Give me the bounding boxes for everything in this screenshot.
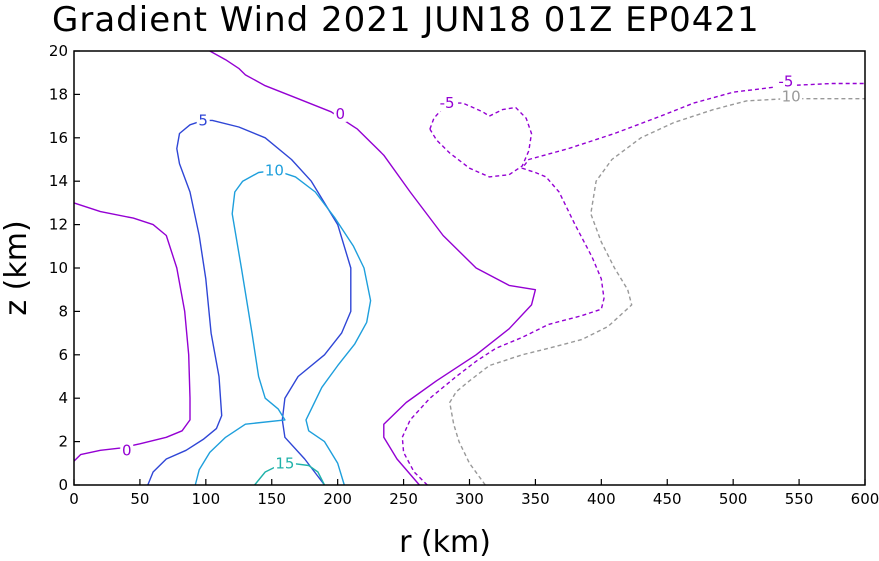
x-tick-label: 450 xyxy=(653,490,682,508)
y-tick-label: 2 xyxy=(58,433,68,451)
x-tick-label: 150 xyxy=(257,490,286,508)
contour-label-neg10: 10 xyxy=(782,88,801,106)
x-tick-label: 550 xyxy=(785,490,814,508)
y-tick-label: 10 xyxy=(49,259,68,277)
y-tick-label: 6 xyxy=(58,346,68,364)
x-tick-label: 100 xyxy=(192,490,221,508)
x-tick-label: 0 xyxy=(69,490,79,508)
x-tick-label: 300 xyxy=(455,490,484,508)
contour-label-15: 15 xyxy=(275,454,294,472)
contour-label-bg xyxy=(196,112,210,129)
x-tick-label: 500 xyxy=(719,490,748,508)
x-tick-label: 200 xyxy=(323,490,352,508)
plot-frame xyxy=(73,50,866,486)
y-tick-label: 18 xyxy=(49,85,68,103)
y-axis-label: z (km) xyxy=(0,220,34,315)
contour-label-10: 10 xyxy=(265,161,284,179)
contour-line-10 xyxy=(194,169,372,486)
x-tick-label: 250 xyxy=(389,490,418,508)
contour-line-5 xyxy=(147,119,352,486)
y-tick-label: 20 xyxy=(49,42,68,60)
contour-label-bg xyxy=(774,73,797,90)
y-tick-label: 16 xyxy=(49,129,68,147)
contour-label-5: 5 xyxy=(198,111,208,129)
x-axis: 0 50 100 150 200 250 300 350 400 450 500 550 600 xyxy=(69,479,879,508)
contour-label-0: 0 xyxy=(336,105,346,123)
x-tick-label: 50 xyxy=(130,490,149,508)
x-axis-label: r (km) xyxy=(399,525,491,560)
contour-label-bg xyxy=(436,95,459,112)
y-axis: 0 2 4 6 8 10 12 14 16 18 20 xyxy=(49,42,80,494)
y-tick-label: 0 xyxy=(58,476,68,494)
chart-title: Gradient Wind 2021 JUN18 01Z EP0421 xyxy=(52,0,760,40)
contour-label-bg xyxy=(120,442,134,459)
contour-label-bg xyxy=(333,105,347,122)
contour-label-bg xyxy=(273,455,296,472)
contour-line-0 xyxy=(209,50,537,486)
contour-label-neg5: -5 xyxy=(440,94,455,112)
contour-label-bg xyxy=(263,162,286,179)
x-tick-label: 350 xyxy=(521,490,550,508)
contour-line-neg5 xyxy=(429,102,533,178)
contour-label-bg xyxy=(780,88,803,105)
contour-line-0 xyxy=(73,202,191,462)
contour-line-neg10 xyxy=(449,97,865,486)
x-tick-label: 600 xyxy=(851,490,879,508)
y-tick-label: 4 xyxy=(58,389,68,407)
x-tick-label: 400 xyxy=(587,490,616,508)
y-tick-label: 14 xyxy=(49,172,68,190)
contour-label-0: 0 xyxy=(122,441,132,459)
contour-label-neg5: -5 xyxy=(778,72,793,90)
y-tick-label: 12 xyxy=(49,216,68,234)
y-tick-label: 8 xyxy=(58,302,68,320)
